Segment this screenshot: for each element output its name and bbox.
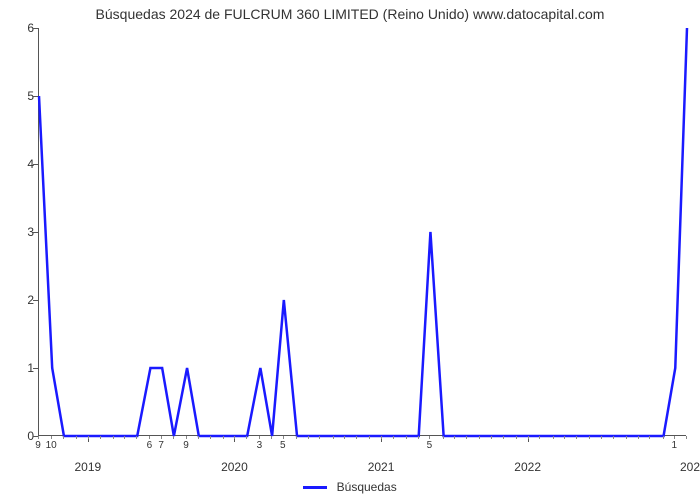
xtick-label-cut: 202 [680, 460, 700, 474]
legend-swatch [303, 486, 327, 489]
xtick-minor-mark [76, 436, 77, 439]
xtick-minor-mark [344, 436, 345, 439]
xtick-minor-mark [369, 436, 370, 439]
xtick-minor-mark [553, 436, 554, 439]
xtick-label: 2021 [368, 460, 395, 474]
xtick-minor-mark [638, 436, 639, 439]
xtick-minor-mark [333, 436, 334, 439]
xtick-minor-mark [246, 436, 247, 439]
point-label: 6 [147, 440, 153, 451]
xtick-minor-mark [539, 436, 540, 439]
chart-container: Búsquedas 2024 de FULCRUM 360 LIMITED (R… [0, 0, 700, 500]
ytick-mark [33, 96, 38, 97]
xtick-minor-mark [283, 436, 284, 439]
xtick-minor-mark [528, 436, 529, 439]
xtick-minor-mark [564, 436, 565, 439]
xtick-minor-mark [149, 436, 150, 439]
xtick-label: 2022 [514, 460, 541, 474]
xtick-minor-mark [649, 436, 650, 439]
point-label: 9 [183, 440, 189, 451]
xtick-minor-mark [393, 436, 394, 439]
xtick-minor-mark [234, 436, 235, 439]
ytick-mark [33, 232, 38, 233]
xtick-minor-mark [589, 436, 590, 439]
xtick-minor-mark [51, 436, 52, 439]
xtick-minor-mark [356, 436, 357, 439]
legend-label: Búsquedas [337, 480, 397, 494]
chart-title: Búsquedas 2024 de FULCRUM 360 LIMITED (R… [0, 6, 700, 22]
plot-area [38, 28, 686, 436]
ytick-mark [33, 368, 38, 369]
xtick-minor-mark [686, 436, 687, 439]
xtick-minor-mark [124, 436, 125, 439]
point-label: 1 [671, 440, 677, 451]
xtick-minor-mark [210, 436, 211, 439]
xtick-minor-mark [113, 436, 114, 439]
xtick-minor-mark [136, 436, 137, 439]
xtick-minor-mark [63, 436, 64, 439]
xtick-minor-mark [308, 436, 309, 439]
xtick-minor-mark [601, 436, 602, 439]
point-label: 7 [158, 440, 164, 451]
point-label: 5 [280, 440, 286, 451]
ytick-mark [33, 300, 38, 301]
xtick-minor-mark [319, 436, 320, 439]
xtick-minor-mark [613, 436, 614, 439]
xtick-minor-mark [443, 436, 444, 439]
xtick-minor-mark [418, 436, 419, 439]
xtick-minor-mark [454, 436, 455, 439]
line-series [39, 28, 686, 435]
xtick-minor-mark [503, 436, 504, 439]
xtick-minor-mark [429, 436, 430, 439]
xtick-minor-mark [516, 436, 517, 439]
xtick-minor-mark [173, 436, 174, 439]
point-label: 9 [35, 440, 41, 451]
xtick-minor-mark [161, 436, 162, 439]
xtick-minor-mark [259, 436, 260, 439]
xtick-minor-mark [296, 436, 297, 439]
ytick-mark [33, 28, 38, 29]
xtick-minor-mark [186, 436, 187, 439]
xtick-minor-mark [406, 436, 407, 439]
xtick-minor-mark [466, 436, 467, 439]
xtick-minor-mark [100, 436, 101, 439]
ytick-mark [33, 164, 38, 165]
xtick-minor-mark [381, 436, 382, 439]
xtick-label: 2020 [221, 460, 248, 474]
point-label: 10 [46, 440, 57, 451]
xtick-minor-mark [198, 436, 199, 439]
xtick-label: 2019 [74, 460, 101, 474]
xtick-minor-mark [576, 436, 577, 439]
xtick-minor-mark [626, 436, 627, 439]
point-label: 3 [257, 440, 263, 451]
xtick-minor-mark [88, 436, 89, 439]
point-label: 5 [427, 440, 433, 451]
xtick-minor-mark [491, 436, 492, 439]
xtick-minor-mark [663, 436, 664, 439]
xtick-minor-mark [38, 436, 39, 439]
legend: Búsquedas [0, 480, 700, 494]
xtick-minor-mark [674, 436, 675, 439]
xtick-minor-mark [223, 436, 224, 439]
xtick-minor-mark [479, 436, 480, 439]
xtick-minor-mark [271, 436, 272, 439]
